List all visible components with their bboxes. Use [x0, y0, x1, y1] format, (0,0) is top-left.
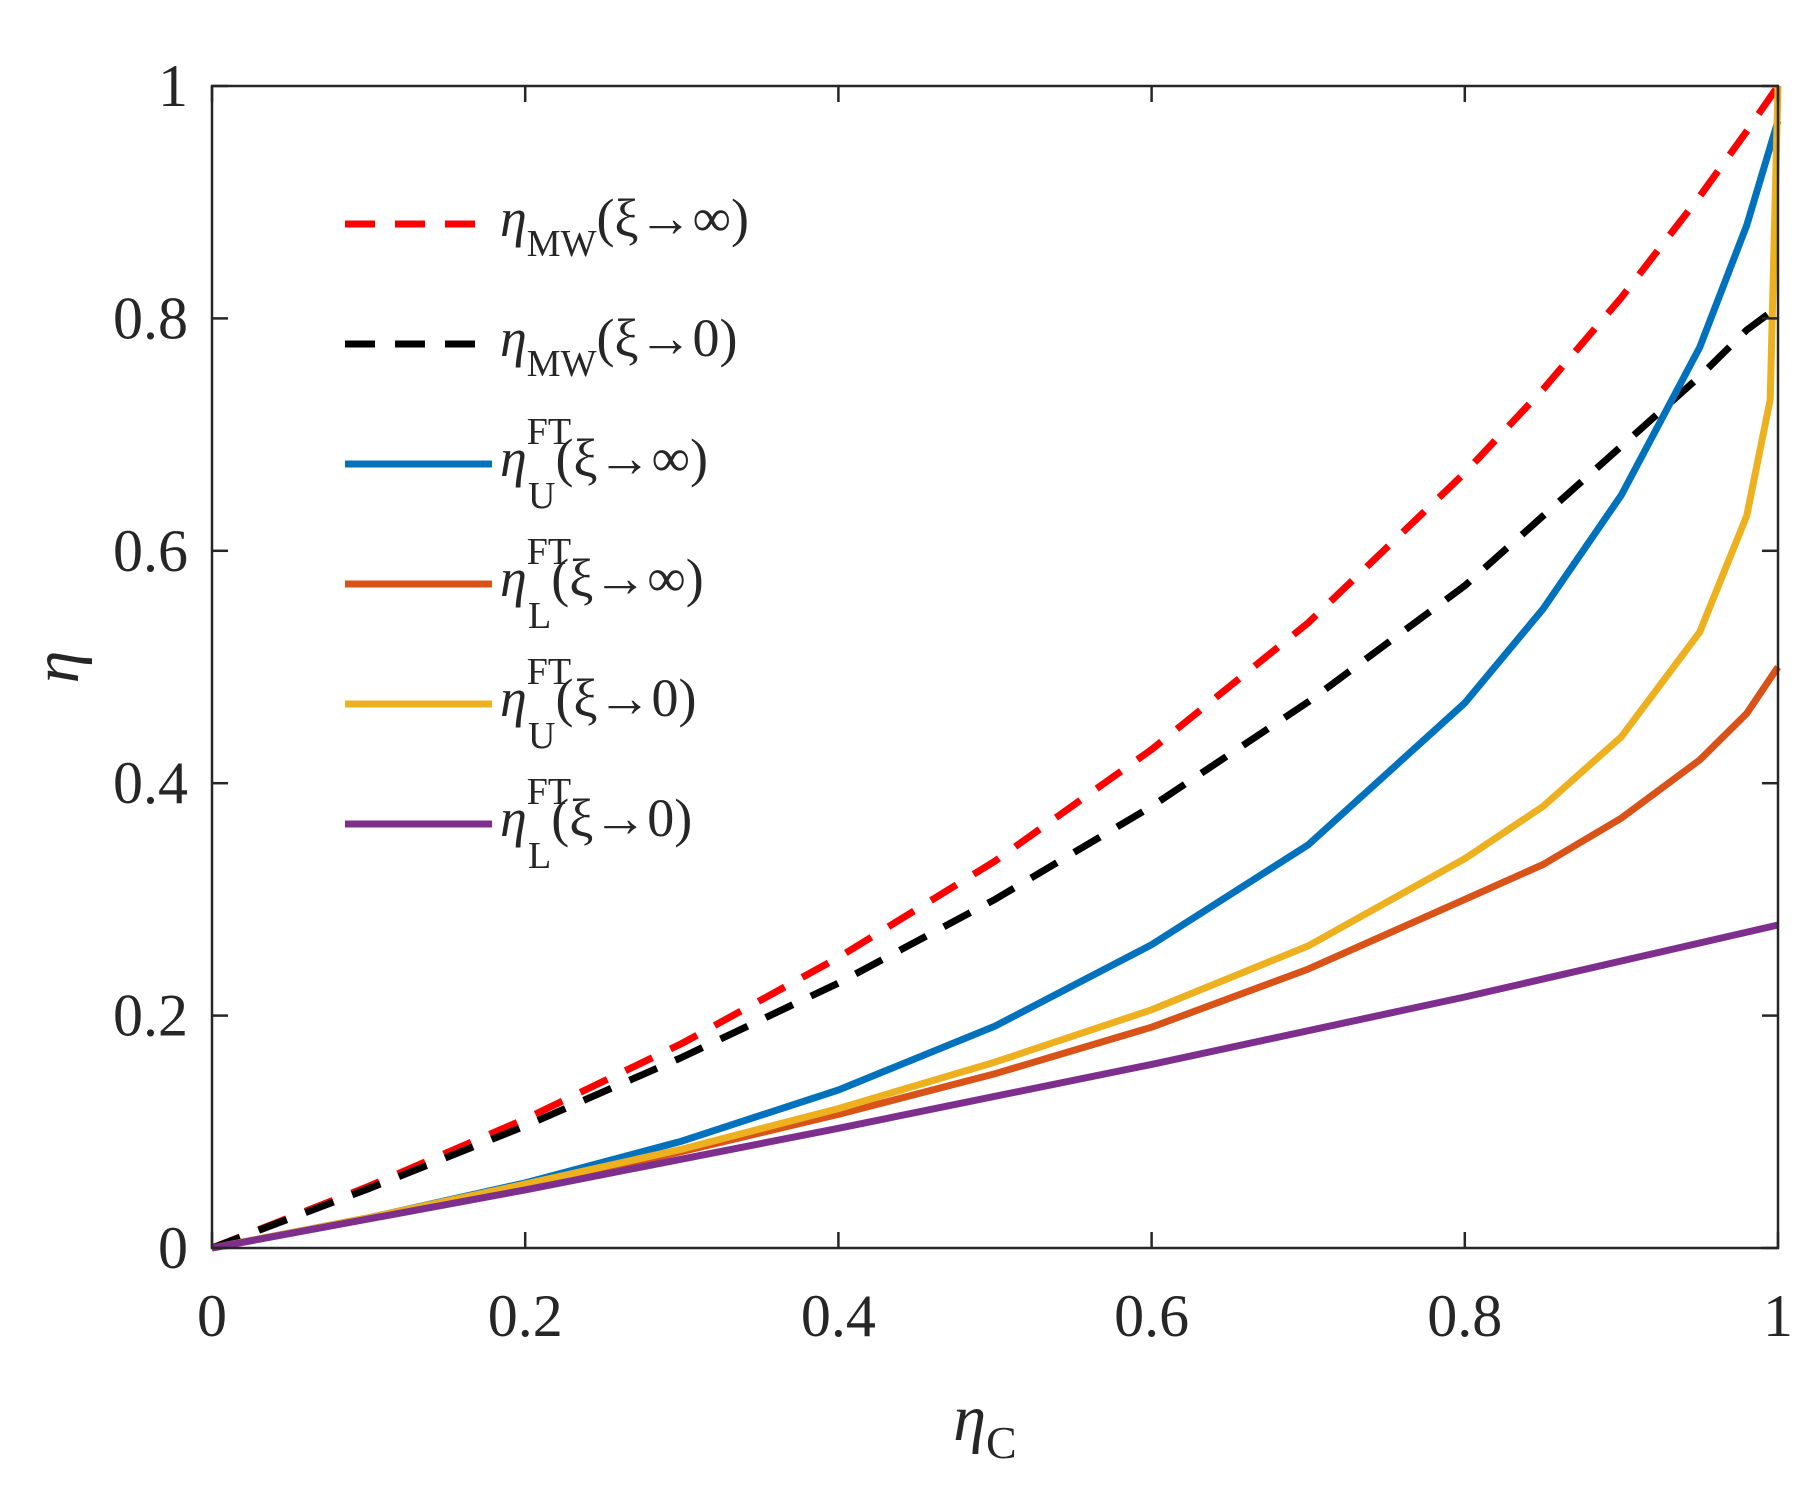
- y-axis-label: η: [20, 651, 93, 684]
- x-tick-label: 1: [1763, 1283, 1793, 1349]
- x-axis-label-base: η: [953, 1382, 986, 1455]
- x-tick-label: 0: [197, 1283, 227, 1349]
- y-tick-label: 0.2: [113, 983, 188, 1049]
- legend: ηMW(ξ→∞) ηMW(ξ→0) ηFT U(ξ→∞) ηFT L(ξ→∞) ηFT U(ξ…: [345, 188, 749, 877]
- series-line-6: [211, 921, 1779, 1252]
- series-line-3: [211, 119, 1782, 1252]
- y-tick-label: 0: [158, 1215, 188, 1281]
- legend-label-6: ηFT L(ξ→0): [500, 771, 692, 877]
- y-tick-label: 0.6: [113, 518, 188, 584]
- series-line-5: [211, 85, 1782, 1252]
- x-tick-label: 0.2: [488, 1283, 563, 1349]
- legend-label-2: ηMW(ξ→0): [500, 308, 738, 385]
- y-tick-label: 0.8: [113, 285, 188, 351]
- series-line-1: [210, 84, 1781, 1252]
- series-line-2: [210, 303, 1781, 1252]
- axes-box: [210, 84, 1780, 1250]
- x-tick-label: 0.4: [801, 1283, 876, 1349]
- legend-label-4: ηFT L(ξ→∞): [500, 531, 704, 637]
- legend-label-5: ηFT U(ξ→0): [500, 651, 697, 757]
- axis-labels: ηC η: [20, 651, 1017, 1468]
- series-layer: [210, 84, 1782, 1252]
- legend-label-3: ηFT U(ξ→∞): [500, 411, 708, 517]
- legend-label-1: ηMW(ξ→∞): [500, 188, 749, 265]
- x-tick-label: 0.8: [1427, 1283, 1502, 1349]
- ticks-layer: 0 0.2 0.4 0.6 0.8 1 0 0.2 0.4 0.6 0.8 1: [113, 53, 1793, 1349]
- y-tick-label: 1: [158, 53, 188, 119]
- x-tick-label: 0.6: [1114, 1283, 1189, 1349]
- y-tick-label: 0.4: [113, 750, 188, 816]
- x-axis-label-sub: C: [986, 1417, 1017, 1468]
- x-axis-label: ηC: [953, 1382, 1016, 1468]
